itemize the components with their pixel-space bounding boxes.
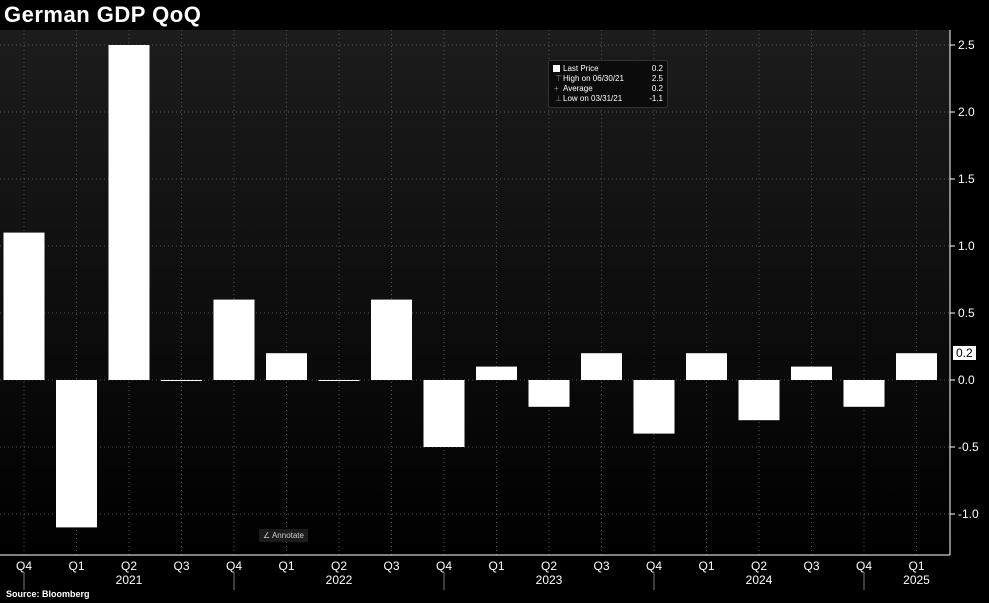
- x-tick-label: Q1: [908, 559, 924, 573]
- bar: [791, 366, 832, 380]
- legend-average: + Average: [554, 84, 593, 93]
- legend-last-price: Last Price: [553, 64, 599, 74]
- x-tick-label: Q3: [383, 559, 399, 573]
- y-tick-label: -0.5: [958, 440, 979, 454]
- legend-low: ⊥ Low on 03/31/21: [555, 94, 623, 103]
- x-tick-label: Q2: [121, 559, 137, 573]
- annotate-button[interactable]: ∠ Annotate: [259, 529, 308, 542]
- x-tick-label: Q1: [278, 559, 294, 573]
- bar: [108, 45, 150, 380]
- bar: [843, 380, 885, 407]
- legend-high: ⊤ High on 06/30/21: [555, 74, 624, 83]
- bar: [633, 380, 675, 434]
- chart-title: German GDP QoQ: [4, 2, 202, 27]
- average-marker-icon: +: [554, 84, 559, 93]
- bar: [266, 353, 307, 380]
- x-tick-label: Q2: [541, 559, 557, 573]
- bar: [528, 380, 570, 407]
- bar: [423, 380, 465, 447]
- x-tick-label: Q4: [646, 559, 662, 573]
- x-tick-label: Q2: [331, 559, 347, 573]
- bar: [56, 380, 97, 528]
- year-label: 2022: [326, 573, 353, 587]
- last-value-badge: 0.2: [953, 346, 976, 360]
- x-tick-label: Q3: [593, 559, 609, 573]
- y-tick-label: 0.5: [958, 306, 975, 320]
- year-label: 2024: [746, 573, 773, 587]
- bar: [476, 366, 517, 380]
- y-tick-label: 2.5: [958, 38, 975, 52]
- x-tick-label: Q4: [16, 559, 32, 573]
- y-tick-label: 2.0: [958, 105, 975, 119]
- x-tick-label: Q1: [68, 559, 84, 573]
- source-note: Source: Bloomberg: [6, 589, 90, 599]
- legend: Last Price 0.2 ⊤ High on 06/30/21 2.5 + Aver…: [548, 60, 668, 108]
- pencil-icon: ∠: [263, 531, 272, 540]
- plot-area: [0, 30, 950, 555]
- x-tick-label: Q3: [803, 559, 819, 573]
- bar: [213, 299, 255, 380]
- bar: [738, 380, 780, 421]
- bar: [581, 353, 622, 380]
- x-tick-label: Q1: [698, 559, 714, 573]
- x-tick-label: Q4: [856, 559, 872, 573]
- y-tick-label: 1.5: [958, 172, 975, 186]
- bar: [161, 380, 202, 381]
- year-label: 2023: [536, 573, 563, 587]
- bar: [318, 380, 360, 381]
- y-tick-label: 0.0: [958, 373, 975, 387]
- year-label: 2025: [903, 573, 930, 587]
- x-tick-label: Q2: [751, 559, 767, 573]
- y-tick-label: 1.0: [958, 239, 975, 253]
- low-marker-icon: ⊥: [555, 94, 562, 103]
- high-marker-icon: ⊤: [555, 74, 562, 83]
- bar: [896, 353, 937, 380]
- x-tick-label: Q4: [226, 559, 242, 573]
- white-square-icon: [553, 65, 560, 72]
- year-label: 2021: [116, 573, 143, 587]
- bar: [371, 299, 412, 380]
- bar: [686, 353, 727, 380]
- y-tick-label: -1.0: [958, 507, 979, 521]
- bar: [3, 232, 45, 380]
- x-tick-label: Q3: [173, 559, 189, 573]
- x-tick-label: Q1: [488, 559, 504, 573]
- x-tick-label: Q4: [436, 559, 452, 573]
